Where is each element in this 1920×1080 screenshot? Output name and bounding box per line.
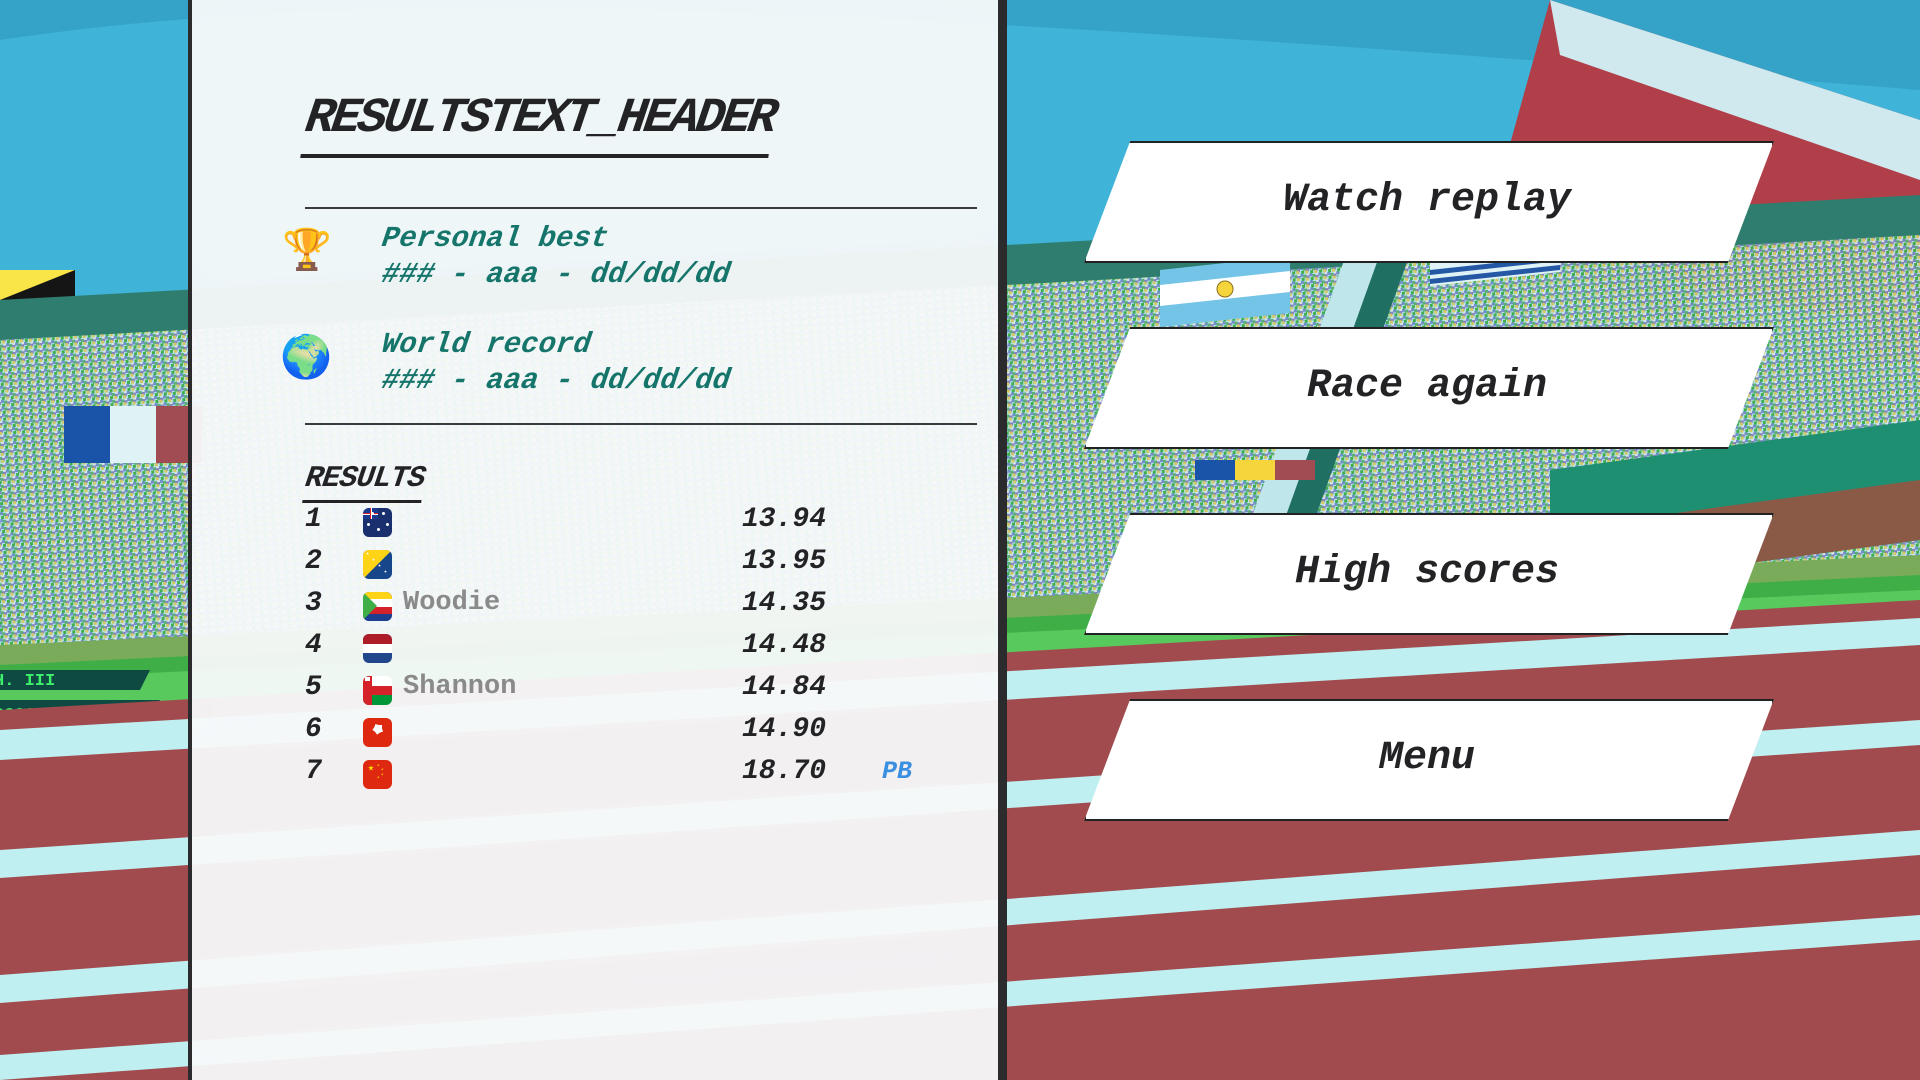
svg-text:H. III: H. III <box>0 672 55 691</box>
